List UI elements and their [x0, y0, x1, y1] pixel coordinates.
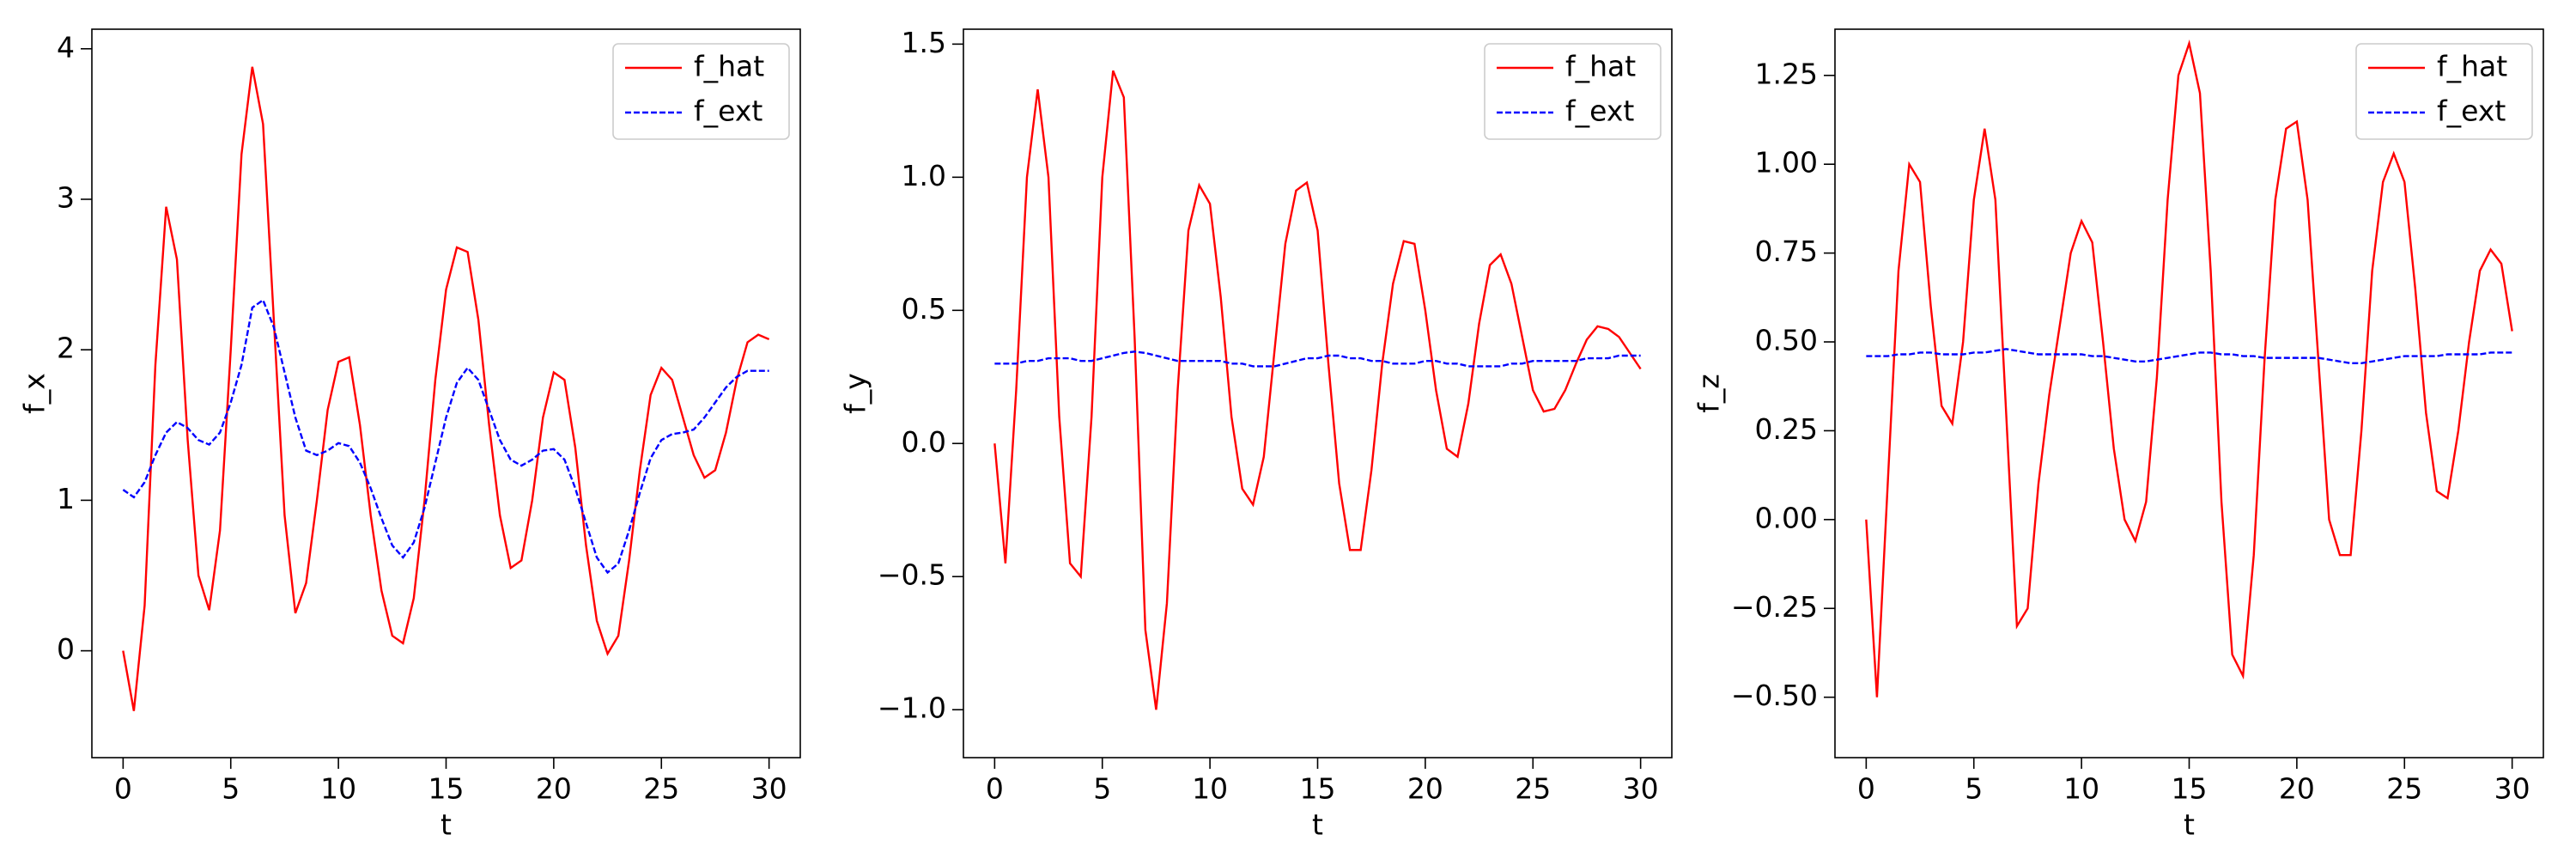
y-tick-label: 0.75 [1755, 235, 1818, 268]
legend-label: f_hat [694, 50, 764, 83]
series-line [994, 350, 1641, 368]
y-tick-label: −1.0 [878, 691, 946, 725]
x-tick-label: 10 [1192, 772, 1228, 806]
legend: f_hat f_ext [1484, 43, 1662, 140]
y-tick-label: 1.0 [902, 159, 946, 192]
y-tick-label: 3 [57, 180, 75, 214]
x-tick-label: 10 [2063, 772, 2099, 806]
x-tick-label: 30 [1623, 772, 1659, 806]
y-axis-label: f_y [838, 373, 872, 414]
subplot: 0 5 10 15 20 25 30 0 1 2 3 4 t f_x f_hat f_ext [18, 28, 801, 842]
y-tick-label: 4 [57, 30, 75, 64]
legend-label: f_ext [1565, 94, 1634, 128]
x-tick-label: 25 [643, 772, 679, 806]
subplot: 0 5 10 15 20 25 30 −0.50 −0.25 0.00 0.25 0.50 0.75 1.… [1692, 28, 2544, 842]
y-tick-label: 0.50 [1755, 324, 1818, 357]
axes-frame [963, 28, 1673, 758]
series-line [1865, 40, 2513, 698]
y-tick-label: 0.5 [902, 292, 946, 326]
x-axis-label: t [440, 808, 452, 842]
x-axis-label: t [2184, 808, 2195, 842]
y-tick-label: 0.25 [1755, 412, 1818, 446]
y-axis-label: f_x [18, 373, 52, 414]
x-tick-label: 15 [1300, 772, 1336, 806]
y-tick-label: 0.00 [1755, 501, 1818, 534]
x-tick-label: 5 [222, 772, 240, 806]
y-tick-label: −0.50 [1731, 679, 1818, 712]
y-tick-label: 1.00 [1755, 146, 1818, 180]
x-tick-label: 20 [2279, 772, 2315, 806]
y-tick-label: 1.5 [902, 26, 946, 59]
x-axis-label: t [1312, 808, 1323, 842]
x-tick-label: 15 [428, 772, 465, 806]
axes-frame [91, 28, 801, 758]
legend-label: f_hat [2437, 50, 2507, 83]
y-tick-label: 2 [57, 332, 75, 365]
legend: f_hat f_ext [612, 43, 790, 140]
series-line [122, 66, 770, 711]
x-tick-label: 5 [1093, 772, 1111, 806]
y-tick-label: 1 [57, 482, 75, 515]
y-tick-label: 1.25 [1755, 57, 1818, 90]
legend-label: f_ext [2437, 94, 2506, 128]
y-tick-label: 0.0 [902, 425, 946, 459]
x-tick-label: 20 [1407, 772, 1443, 806]
x-tick-label: 5 [1965, 772, 1983, 806]
x-tick-label: 20 [536, 772, 572, 806]
subplot: 0 5 10 15 20 25 30 −1.0 −0.5 0.0 0.5 1.0 1.5 t f_y f_ha… [838, 26, 1673, 842]
x-tick-label: 25 [1515, 772, 1551, 806]
series-line [1866, 348, 2512, 365]
legend: f_hat f_ext [2355, 43, 2533, 140]
y-tick-label: −0.5 [878, 558, 946, 592]
x-tick-label: 0 [114, 772, 132, 806]
x-tick-label: 30 [751, 772, 787, 806]
y-tick-label: −0.25 [1731, 590, 1818, 624]
x-tick-label: 15 [2172, 772, 2208, 806]
axes-frame [1834, 28, 2544, 758]
y-axis-label: f_z [1692, 374, 1725, 412]
legend-label: f_hat [1565, 50, 1636, 83]
series-line [122, 298, 769, 575]
legend-label: f_ext [694, 94, 762, 128]
x-tick-label: 30 [2494, 772, 2530, 806]
x-tick-label: 0 [1857, 772, 1875, 806]
x-tick-label: 25 [2386, 772, 2422, 806]
series-line [993, 70, 1642, 710]
x-tick-label: 10 [320, 772, 356, 806]
y-tick-label: 0 [57, 632, 75, 666]
x-tick-label: 0 [986, 772, 1004, 806]
